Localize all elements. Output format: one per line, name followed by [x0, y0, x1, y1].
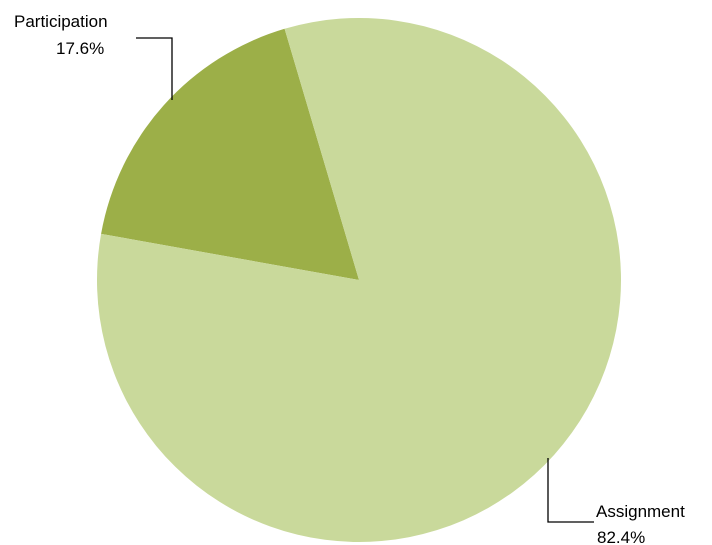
label-assignment-value: 82.4%: [597, 528, 645, 545]
label-participation-value: 17.6%: [56, 39, 104, 58]
pie-slices: [96, 18, 621, 543]
pie-slice-participation: [101, 28, 359, 280]
leader-line-participation: [136, 37, 173, 100]
leader-line-assignment: [547, 458, 594, 523]
label-participation-name: Participation: [14, 12, 108, 31]
label-assignment-name: Assignment: [596, 502, 685, 521]
pie-slice-assignment: [96, 18, 621, 543]
